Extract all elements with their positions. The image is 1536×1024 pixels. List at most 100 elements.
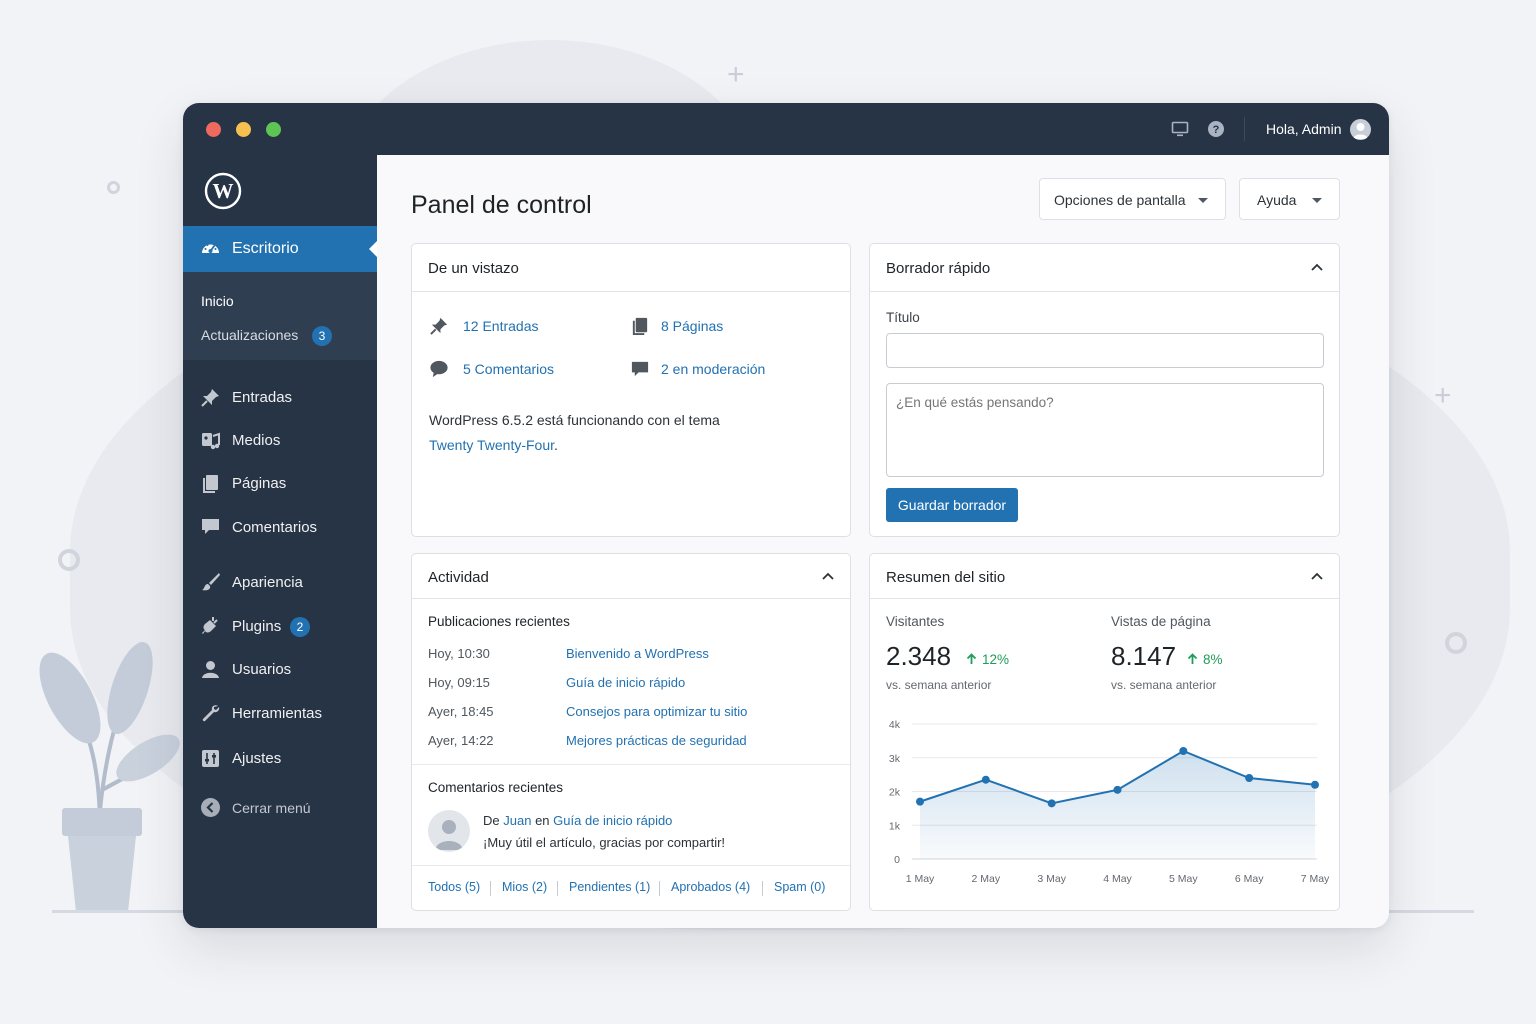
decor-ring-icon bbox=[1445, 632, 1467, 654]
titlebar: ? Hola, Admin bbox=[183, 103, 1389, 155]
post-link[interactable]: Guía de inicio rápido bbox=[566, 675, 686, 690]
plant-illustration bbox=[39, 642, 180, 912]
sidebar-item-label: Entradas bbox=[232, 389, 293, 406]
screen-options-button[interactable]: Opciones de pantalla bbox=[1039, 178, 1226, 220]
submenu-item-actualizaciones[interactable]: Actualizaciones bbox=[201, 327, 299, 343]
panel-header: Resumen del sitio bbox=[870, 554, 1339, 599]
y-tick-label: 0 bbox=[894, 854, 900, 866]
chevron-up-icon[interactable] bbox=[822, 572, 834, 580]
page-title: Panel de control bbox=[411, 191, 592, 219]
pages-icon bbox=[632, 317, 648, 336]
visitors-change: 12% bbox=[982, 652, 1010, 667]
monitor-icon[interactable] bbox=[1171, 120, 1189, 138]
pages-count-link[interactable]: 8 Páginas bbox=[661, 318, 724, 334]
x-tick-label: 6 May bbox=[1235, 873, 1264, 885]
brush-icon bbox=[202, 573, 220, 591]
comments-count-link[interactable]: 5 Comentarios bbox=[463, 361, 555, 377]
screen-options-label: Opciones de pantalla bbox=[1054, 192, 1186, 208]
x-tick-label: 2 May bbox=[972, 873, 1001, 885]
divider bbox=[412, 764, 850, 765]
minimize-window-button[interactable] bbox=[236, 122, 251, 137]
settings-icon bbox=[202, 750, 219, 767]
activity-panel: Actividad Publicaciones recientes Hoy, 1… bbox=[411, 553, 851, 911]
moderation-count-link[interactable]: 2 en moderación bbox=[661, 361, 766, 377]
filter-mine-link[interactable]: Mios (2) bbox=[502, 880, 548, 894]
y-tick-label: 1k bbox=[889, 820, 901, 832]
filter-pending-link[interactable]: Pendientes (1) bbox=[569, 880, 651, 894]
maximize-window-button[interactable] bbox=[266, 122, 281, 137]
submenu-item-inicio[interactable]: Inicio bbox=[201, 293, 234, 309]
quick-draft-panel: Borrador rápido Título Guardar borrador bbox=[869, 243, 1340, 537]
help-button[interactable]: Ayuda bbox=[1239, 178, 1340, 220]
chart-area bbox=[920, 751, 1315, 859]
x-tick-label: 5 May bbox=[1169, 873, 1198, 885]
filter-spam-link[interactable]: Spam (0) bbox=[774, 880, 826, 894]
close-window-button[interactable] bbox=[206, 122, 221, 137]
pageviews-label: Vistas de página bbox=[1111, 614, 1211, 629]
filter-separator bbox=[557, 881, 558, 896]
x-tick-label: 7 May bbox=[1301, 873, 1330, 885]
sidebar-item-label: Plugins bbox=[232, 618, 282, 635]
avatar bbox=[428, 810, 470, 852]
pin-icon bbox=[201, 389, 219, 407]
wrench-icon bbox=[202, 705, 220, 722]
comment-author-link[interactable]: Juan bbox=[503, 813, 532, 828]
visitors-value: 2.348 bbox=[886, 641, 952, 671]
filter-all-link[interactable]: Todos (5) bbox=[428, 880, 481, 894]
decor-plus-icon: + bbox=[1434, 379, 1452, 412]
version-text: WordPress 6.5.2 está funcionando con el … bbox=[429, 412, 720, 428]
chart-point bbox=[1113, 785, 1122, 794]
filter-approved-link[interactable]: Aprobados (4) bbox=[671, 880, 751, 894]
x-tick-label: 4 May bbox=[1103, 873, 1132, 885]
filter-separator bbox=[659, 881, 660, 896]
post-date: Hoy, 10:30 bbox=[428, 646, 490, 661]
x-tick-label: 1 May bbox=[906, 873, 935, 885]
y-tick-label: 4k bbox=[889, 719, 901, 731]
comment-meta: De Juan en Guía de inicio rápido bbox=[483, 813, 672, 828]
decor-ring-icon bbox=[107, 181, 120, 194]
theme-link[interactable]: Twenty Twenty-Four bbox=[429, 437, 555, 453]
theme-line: Twenty Twenty-Four. bbox=[429, 437, 558, 453]
filter-separator bbox=[762, 881, 763, 896]
plugin-icon bbox=[202, 617, 218, 634]
collapse-menu-label: Cerrar menú bbox=[232, 800, 311, 816]
help-label: Ayuda bbox=[1257, 192, 1297, 208]
post-date: Hoy, 09:15 bbox=[428, 675, 490, 690]
chart-point bbox=[981, 775, 990, 784]
user-icon bbox=[202, 661, 219, 678]
chevron-up-icon[interactable] bbox=[1311, 572, 1323, 580]
svg-text:?: ? bbox=[1213, 124, 1220, 136]
comment-post-link[interactable]: Guía de inicio rápido bbox=[553, 813, 673, 828]
panel-header: Actividad bbox=[412, 554, 850, 599]
help-icon[interactable]: ? bbox=[1207, 120, 1225, 138]
wordpress-logo-icon[interactable]: W bbox=[204, 172, 242, 210]
comment-connector: en bbox=[535, 813, 550, 828]
draft-content-textarea[interactable] bbox=[886, 383, 1324, 477]
comment-icon bbox=[430, 360, 448, 378]
site-summary-panel: Resumen del sitio Visitantes 2.348 12% v… bbox=[869, 553, 1340, 911]
recent-comments-heading: Comentarios recientes bbox=[428, 780, 564, 795]
chart-point bbox=[1179, 747, 1188, 755]
trend-up-icon bbox=[966, 653, 977, 664]
sidebar-item-label: Herramientas bbox=[232, 705, 323, 722]
save-draft-button[interactable]: Guardar borrador bbox=[886, 488, 1018, 522]
avatar[interactable] bbox=[1350, 119, 1371, 140]
post-link[interactable]: Consejos para optimizar tu sitio bbox=[566, 704, 748, 719]
panel-title: De un vistazo bbox=[428, 260, 519, 277]
post-link[interactable]: Bienvenido a WordPress bbox=[566, 646, 709, 661]
draft-title-input[interactable] bbox=[886, 333, 1324, 368]
chart-point bbox=[1311, 780, 1319, 789]
user-greeting[interactable]: Hola, Admin bbox=[1266, 121, 1342, 137]
post-link[interactable]: Mejores prácticas de seguridad bbox=[566, 733, 747, 748]
title-field-label: Título bbox=[886, 310, 920, 325]
sidebar-item-escritorio[interactable]: Escritorio bbox=[183, 226, 378, 272]
pin-icon bbox=[430, 317, 448, 335]
updates-count-badge: 3 bbox=[312, 326, 332, 346]
chevron-up-icon[interactable] bbox=[1311, 263, 1323, 271]
decor-plus-icon: + bbox=[727, 58, 745, 91]
titlebar-divider bbox=[1244, 117, 1245, 141]
sidebar-item-label: Medios bbox=[232, 432, 281, 449]
posts-count-link[interactable]: 12 Entradas bbox=[463, 318, 539, 334]
browser-window: ? Hola, Admin W Escritorio bbox=[183, 103, 1389, 928]
pageviews-change: 8% bbox=[1203, 652, 1223, 667]
